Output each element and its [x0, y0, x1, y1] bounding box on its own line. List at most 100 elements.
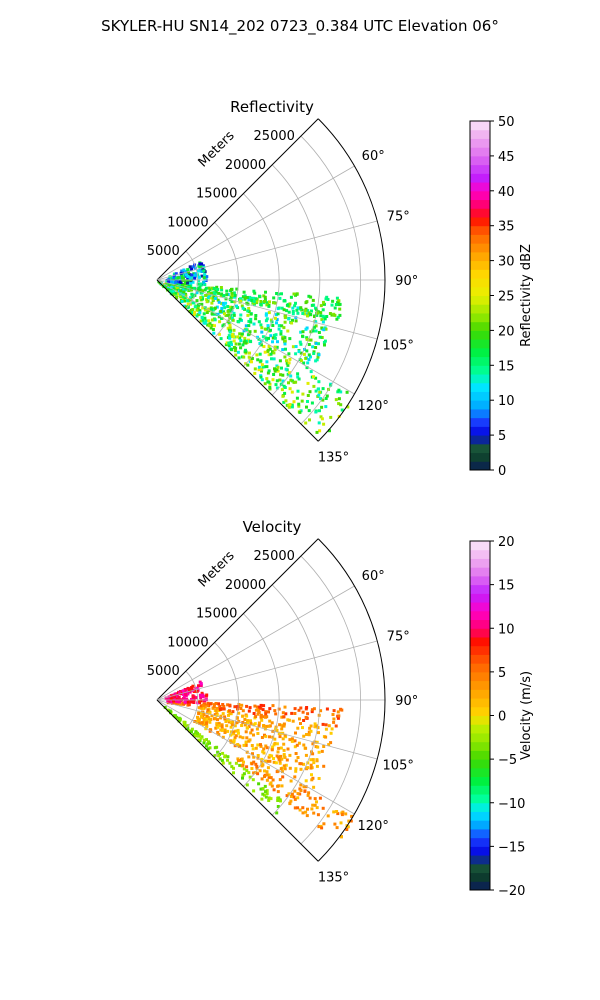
echo-pixel	[299, 706, 303, 710]
echo-pixel	[282, 742, 286, 746]
echo-pixel	[169, 700, 173, 704]
echo-pixel	[285, 309, 289, 313]
echo-pixel	[244, 350, 248, 354]
echo-pixel	[275, 379, 279, 383]
colorbar-segment	[470, 636, 490, 647]
echo-pixel	[238, 332, 242, 336]
echo-pixel	[226, 326, 230, 330]
echo-pixel	[221, 761, 225, 765]
echo-pixel	[285, 361, 289, 365]
echo-pixel	[267, 799, 271, 802]
colorbar-segment	[470, 435, 490, 445]
colorbar-segment	[470, 339, 490, 349]
echo-pixel	[208, 720, 212, 724]
echo-pixel	[277, 324, 281, 328]
echo-pixel	[178, 294, 182, 297]
echo-pixel	[309, 370, 313, 374]
echo-pixel	[199, 715, 203, 719]
echo-pixel	[224, 301, 228, 305]
echo-pixel	[247, 725, 251, 729]
echo-pixel	[188, 302, 192, 306]
echo-pixel	[294, 759, 298, 763]
echo-pixel	[237, 759, 240, 763]
echo-pixel	[217, 724, 221, 728]
echo-pixel	[245, 736, 249, 740]
echo-pixel	[222, 303, 226, 307]
echo-pixel	[336, 716, 340, 720]
echo-pixel	[318, 335, 322, 339]
echo-pixel	[299, 306, 303, 310]
echo-pixel	[242, 760, 245, 764]
echo-pixel	[183, 723, 186, 726]
echo-pixel	[248, 706, 252, 710]
echo-pixel	[335, 826, 339, 830]
echo-pixel	[269, 797, 273, 801]
echo-pixel	[282, 754, 286, 758]
colorbar-segment	[470, 549, 490, 559]
echo-pixel	[230, 291, 234, 295]
echo-pixel	[264, 759, 267, 763]
echo-pixel	[322, 300, 325, 304]
echo-pixel	[188, 276, 192, 280]
echo-pixel	[191, 265, 195, 269]
echo-pixel	[301, 392, 305, 396]
echo-pixel	[304, 716, 308, 719]
echo-pixel	[207, 716, 211, 720]
echo-pixel	[294, 316, 298, 320]
echo-pixel	[266, 380, 270, 384]
echo-pixel	[267, 773, 271, 777]
echo-pixel	[250, 728, 254, 732]
echo-pixel	[309, 766, 313, 770]
echo-pixel	[293, 304, 297, 308]
echo-pixel	[183, 299, 187, 303]
echo-pixel	[189, 288, 193, 292]
echo-pixel	[220, 301, 224, 305]
echo-pixel	[317, 380, 321, 384]
echo-pixel	[213, 318, 217, 322]
echo-pixel	[186, 302, 190, 306]
echo-pixel	[215, 305, 219, 309]
echo-pixel	[268, 300, 271, 304]
colorbar-segment	[470, 164, 490, 174]
echo-pixel	[233, 294, 237, 297]
echo-pixel	[314, 359, 318, 363]
echo-pixel	[309, 758, 313, 762]
echo-pixel	[183, 304, 187, 308]
echo-pixel	[324, 327, 328, 331]
echo-pixel	[184, 270, 187, 274]
echo-pixel	[201, 695, 205, 698]
echo-pixel	[195, 299, 199, 303]
echo-pixel	[327, 724, 331, 728]
colorbar-segment	[470, 155, 490, 166]
echo-pixel	[260, 378, 264, 382]
colorbar-tick-label: 40	[498, 185, 515, 200]
echo-pixel	[284, 763, 288, 767]
echo-pixel	[186, 726, 190, 730]
echo-pixel	[319, 304, 323, 308]
echo-pixel	[313, 803, 317, 807]
echo-pixel	[255, 766, 259, 770]
colorbar-tick-label: 10	[498, 622, 515, 637]
echo-pixel	[295, 308, 299, 312]
echo-pixel	[241, 773, 245, 777]
echo-pixel	[294, 319, 298, 323]
colorbar-segment	[470, 732, 490, 743]
echo-pixel	[244, 743, 248, 747]
echo-pixel	[260, 718, 264, 722]
echo-pixel	[320, 405, 324, 409]
echo-pixel	[314, 341, 318, 345]
echo-pixel	[306, 712, 310, 716]
echo-pixel	[214, 726, 218, 730]
echo-pixel	[199, 736, 203, 740]
colorbar-tick-label: 0	[498, 464, 506, 479]
echo-pixel	[280, 366, 283, 370]
echo-pixel	[174, 291, 178, 295]
echo-pixel	[290, 403, 294, 407]
echo-pixel	[279, 754, 283, 758]
echo-pixel	[297, 402, 301, 406]
echo-pixel	[183, 296, 187, 299]
echo-pixel	[212, 703, 216, 707]
echo-pixel	[193, 266, 197, 270]
echo-pixel	[254, 708, 258, 712]
echo-pixel	[198, 264, 202, 268]
